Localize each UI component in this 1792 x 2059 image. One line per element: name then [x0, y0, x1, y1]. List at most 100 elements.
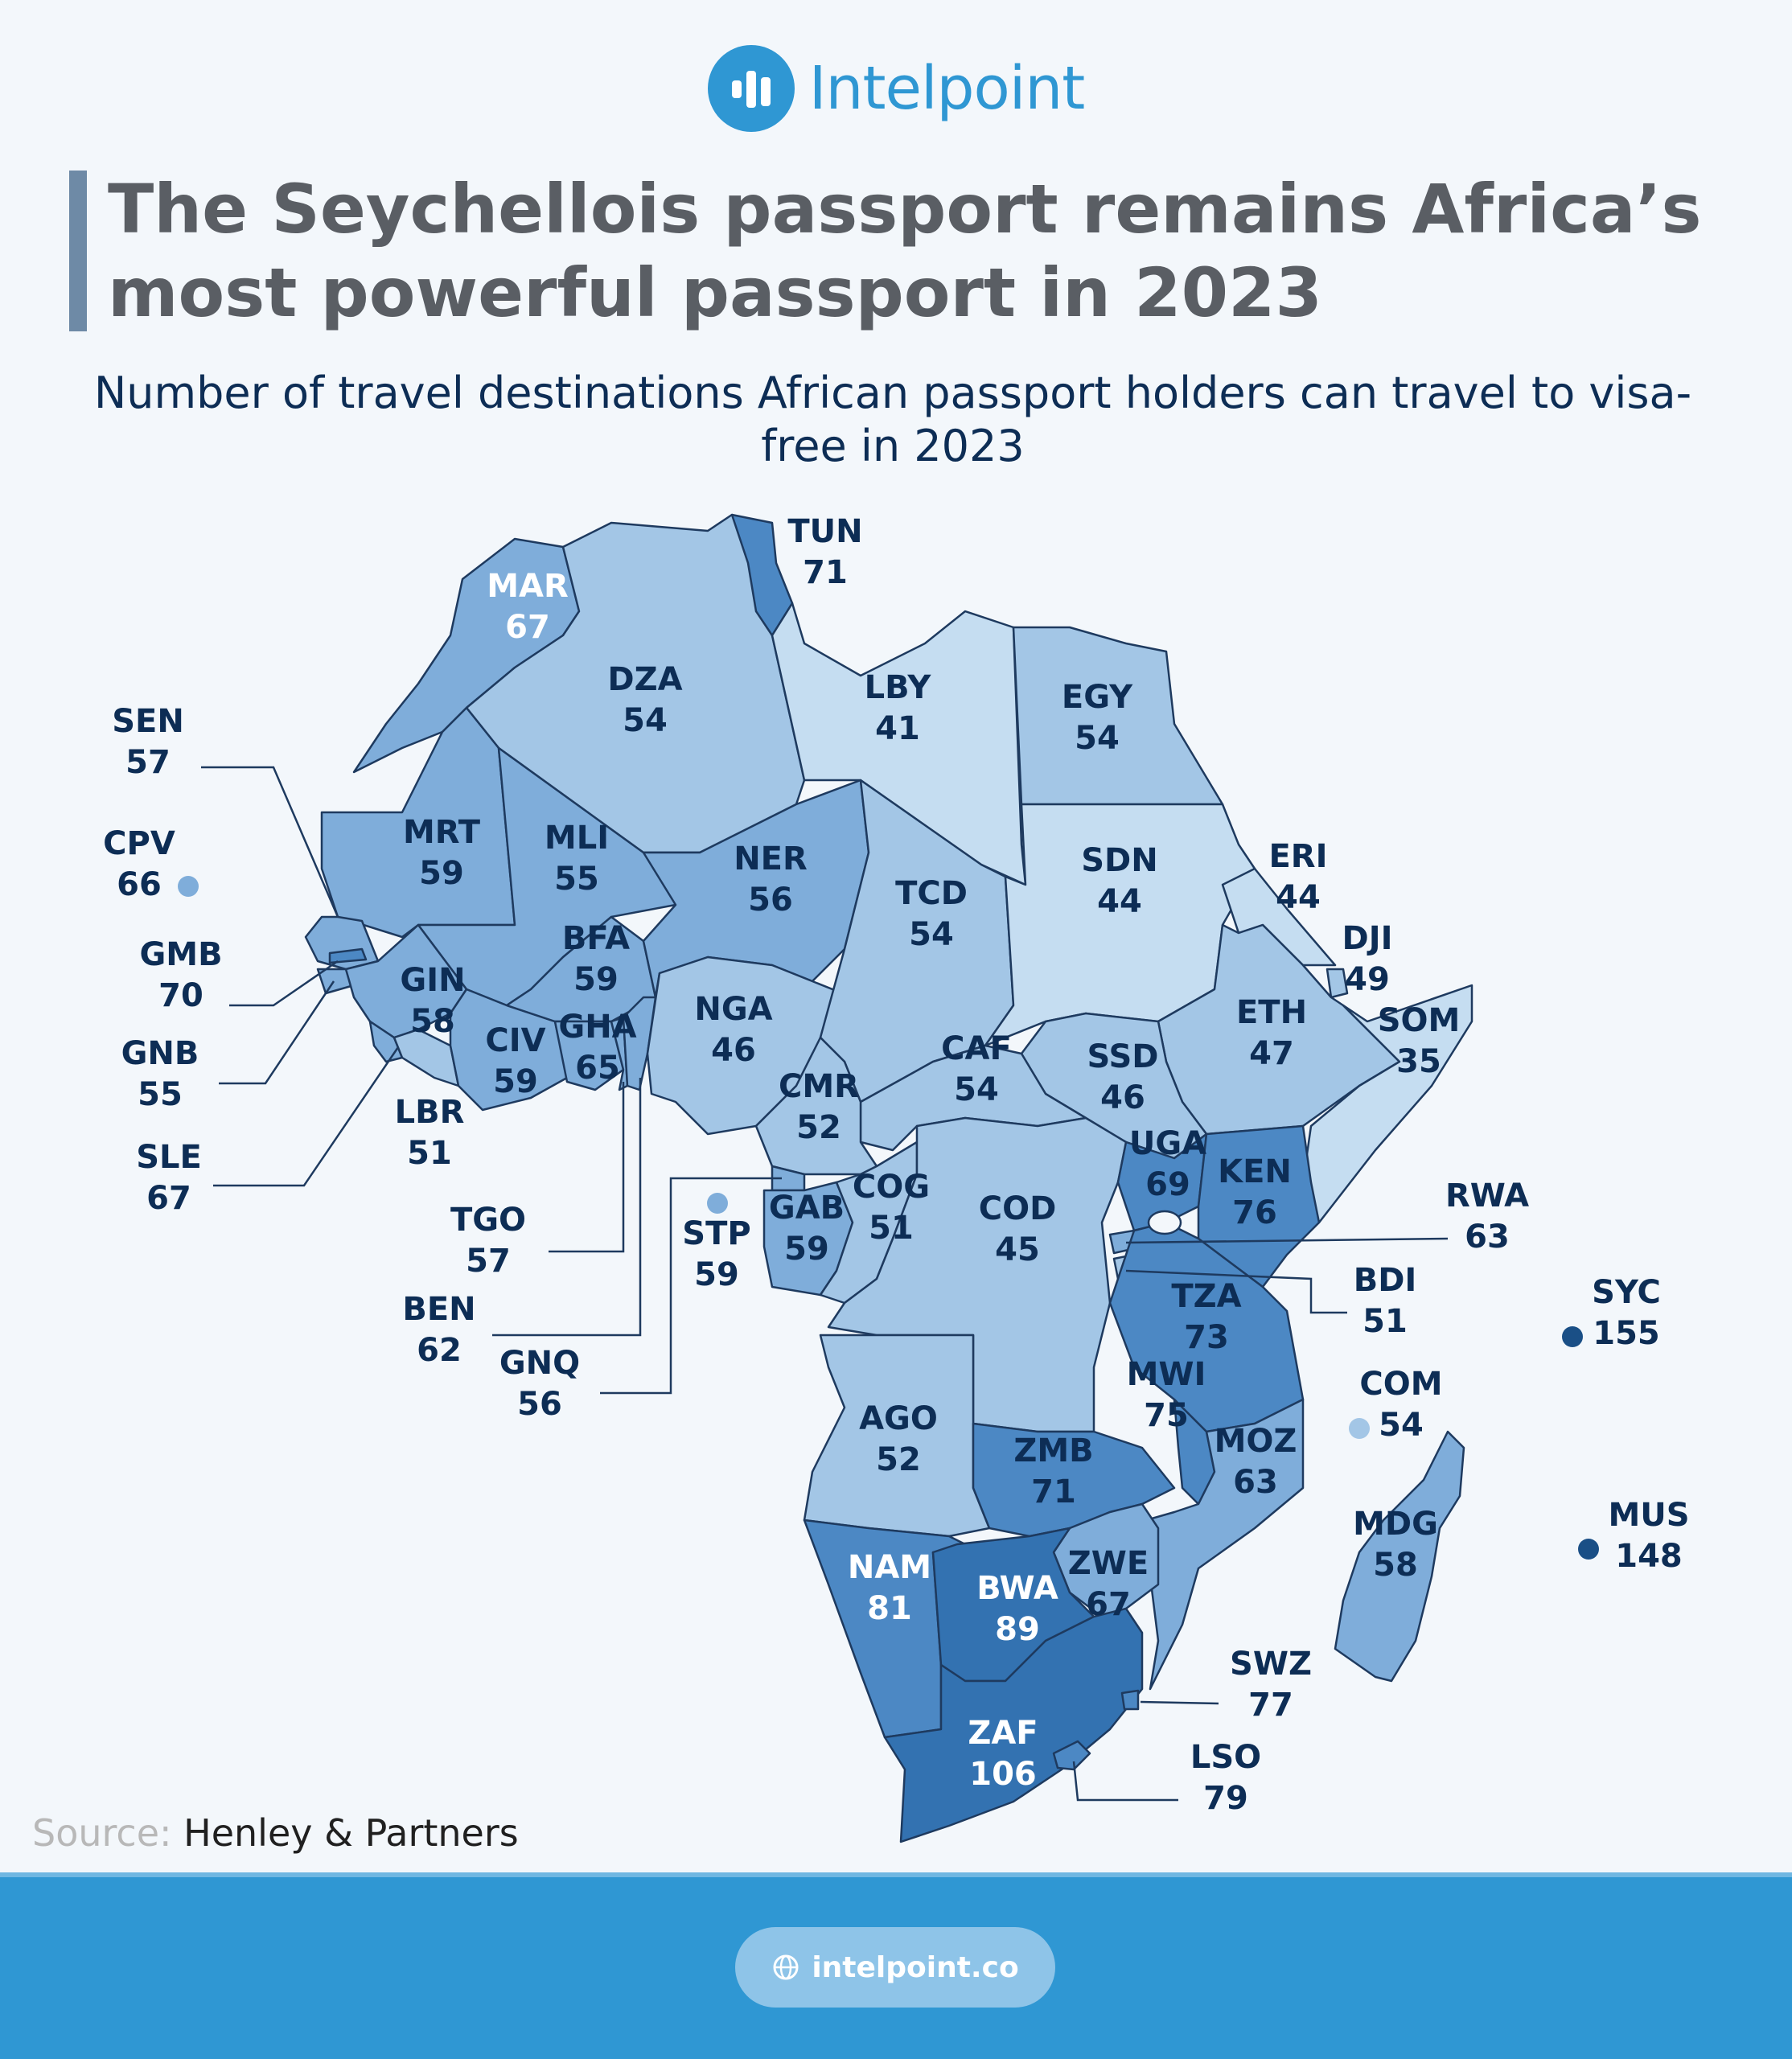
- country-value-bfa: 59: [573, 961, 619, 998]
- leader-line: [1072, 1761, 1178, 1802]
- country-value-dji: 49: [1345, 961, 1390, 998]
- region-swz: [1120, 1689, 1140, 1711]
- country-code-gha: GHA: [558, 1009, 636, 1046]
- country-code-civ: CIV: [485, 1022, 545, 1059]
- website-link[interactable]: intelpoint.co: [735, 1927, 1055, 2008]
- country-code-lso: LSO: [1190, 1739, 1261, 1776]
- country-code-tza: TZA: [1171, 1278, 1241, 1315]
- leader-line: [600, 1177, 782, 1395]
- country-code-mwi: MWI: [1127, 1356, 1206, 1393]
- bar-chart-icon: [707, 45, 795, 132]
- country-code-dza: DZA: [607, 661, 682, 698]
- country-value-tza: 73: [1184, 1319, 1229, 1356]
- country-value-eri: 44: [1276, 879, 1321, 916]
- island-dot-stp: [707, 1193, 728, 1214]
- country-value-lby: 41: [875, 710, 920, 747]
- country-code-cmr: CMR: [779, 1068, 859, 1105]
- country-value-uga: 69: [1145, 1166, 1190, 1203]
- country-code-lby: LBY: [865, 669, 932, 706]
- brand-name: Intelpoint: [808, 54, 1086, 123]
- title-accent-bar: [69, 171, 87, 331]
- country-value-eth: 47: [1249, 1035, 1294, 1072]
- country-value-gab: 59: [784, 1231, 829, 1268]
- country-code-syc: SYC: [1592, 1274, 1661, 1311]
- country-code-cpv: CPV: [103, 825, 175, 862]
- country-value-egy: 54: [1075, 720, 1120, 757]
- country-value-mwi: 75: [1144, 1397, 1189, 1434]
- island-dot-com: [1349, 1418, 1370, 1439]
- country-code-tgo: TGO: [450, 1202, 526, 1239]
- country-value-mdg: 58: [1373, 1547, 1418, 1584]
- leader-line: [1140, 1700, 1219, 1705]
- country-code-tun: TUN: [787, 513, 862, 550]
- country-value-mrt: 59: [419, 855, 464, 892]
- country-code-bdi: BDI: [1354, 1262, 1417, 1299]
- island-dot-syc: [1562, 1326, 1583, 1347]
- country-value-lso: 79: [1203, 1780, 1248, 1817]
- leader-line: [1125, 1269, 1347, 1314]
- country-code-zwe: ZWE: [1068, 1545, 1149, 1582]
- country-code-gnb: GNB: [121, 1035, 199, 1072]
- country-value-sen: 57: [125, 744, 171, 781]
- country-code-egy: EGY: [1062, 679, 1133, 716]
- country-value-tun: 71: [803, 554, 848, 591]
- country-value-cmr: 52: [796, 1109, 841, 1146]
- country-value-civ: 59: [493, 1063, 538, 1100]
- country-code-eth: ETH: [1236, 994, 1307, 1031]
- country-value-cpv: 66: [117, 866, 162, 903]
- country-value-tcd: 54: [909, 916, 954, 953]
- country-code-mar: MAR: [487, 568, 569, 605]
- region-uga: [1116, 1132, 1208, 1232]
- country-code-ner: NER: [734, 840, 808, 877]
- country-code-som: SOM: [1378, 1002, 1461, 1039]
- country-value-moz: 63: [1233, 1464, 1278, 1501]
- country-value-mar: 67: [505, 609, 550, 646]
- country-code-ben: BEN: [402, 1291, 475, 1328]
- country-value-nam: 81: [867, 1590, 912, 1627]
- leader-line: [549, 1082, 625, 1253]
- country-code-swz: SWZ: [1230, 1646, 1312, 1683]
- country-code-cog: COG: [853, 1169, 930, 1206]
- country-value-tgo: 57: [466, 1243, 511, 1280]
- source-value: Henley & Partners: [183, 1811, 519, 1855]
- leader-line: [1125, 1237, 1449, 1244]
- country-value-mus: 148: [1615, 1538, 1683, 1575]
- country-code-zaf: ZAF: [968, 1715, 1038, 1752]
- country-value-gmb: 70: [158, 977, 203, 1014]
- country-code-gab: GAB: [769, 1190, 845, 1227]
- country-code-moz: MOZ: [1215, 1423, 1297, 1460]
- country-value-nga: 46: [711, 1032, 756, 1069]
- region-gmb: [328, 947, 368, 964]
- island-dot-cpv: [178, 876, 199, 897]
- africa-map: TUN 71 MAR 67 DZA 54 LBY 41 EGY 54 SEN 57 CPV 66 MRT 59…: [103, 513, 1690, 1843]
- country-code-gin: GIN: [400, 962, 465, 999]
- country-value-bdi: 51: [1362, 1303, 1408, 1340]
- country-code-sdn: SDN: [1081, 842, 1158, 879]
- country-value-lbr: 51: [407, 1135, 452, 1172]
- source-label: Source:: [32, 1811, 172, 1855]
- source-note: Source: Henley & Partners: [32, 1811, 519, 1855]
- country-code-sen: SEN: [112, 703, 184, 740]
- country-code-lbr: LBR: [395, 1094, 465, 1131]
- lake-victoria: [1147, 1210, 1182, 1235]
- country-code-ken: KEN: [1218, 1153, 1292, 1190]
- country-value-cog: 51: [869, 1210, 914, 1247]
- country-code-bfa: BFA: [562, 920, 630, 957]
- country-code-ago: AGO: [859, 1400, 938, 1437]
- country-value-rwa: 63: [1465, 1219, 1510, 1256]
- country-code-mli: MLI: [545, 820, 609, 857]
- website-text: intelpoint.co: [812, 1950, 1019, 1984]
- region-gin: [344, 923, 468, 1039]
- country-value-zwe: 67: [1086, 1586, 1131, 1623]
- leader-line: [492, 1078, 642, 1337]
- region-mdg: [1334, 1430, 1465, 1683]
- country-code-caf: CAF: [941, 1030, 1012, 1067]
- region-ken: [1197, 1124, 1321, 1288]
- country-code-sle: SLE: [136, 1139, 202, 1176]
- leader-line: [219, 980, 335, 1085]
- country-code-stp: STP: [682, 1215, 750, 1252]
- country-value-mli: 55: [554, 861, 599, 898]
- country-code-gnq: GNQ: [499, 1345, 580, 1382]
- country-value-cod: 45: [995, 1231, 1040, 1268]
- country-code-bwa: BWA: [976, 1570, 1058, 1607]
